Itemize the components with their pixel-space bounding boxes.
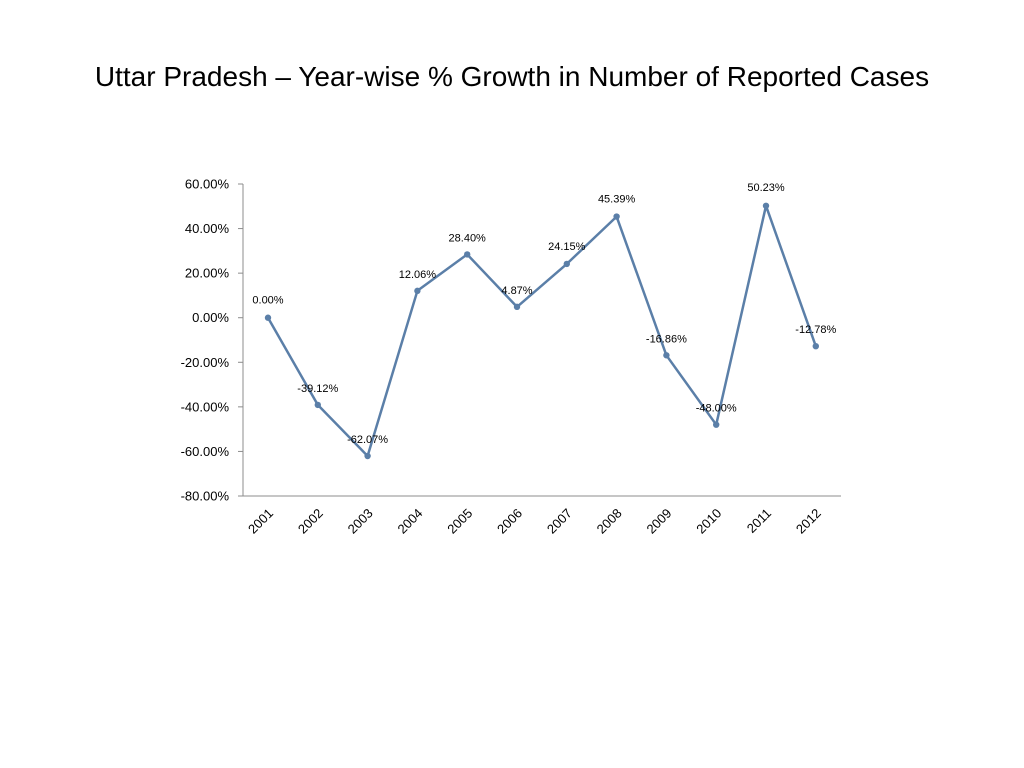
data-label: -48.00%: [696, 403, 737, 415]
data-point: [364, 452, 371, 460]
data-point: [663, 352, 670, 359]
y-tick-label: -40.00%: [181, 399, 230, 414]
y-tick-label: -60.00%: [181, 444, 230, 459]
x-tick-label: 2005: [444, 506, 475, 537]
x-tick-label: 2009: [643, 506, 674, 537]
y-tick-label: 60.00%: [185, 177, 230, 192]
data-label: -39.12%: [297, 383, 338, 395]
data-label: -16.86%: [646, 333, 687, 345]
y-tick-label: -20.00%: [181, 355, 230, 370]
data-point: [762, 202, 770, 209]
x-axis: 2001 2002 2003 2004 2005 2006 2007 2008 2009 2010…: [243, 495, 841, 537]
data-label: 4.87%: [501, 285, 532, 297]
x-tick-label: 2001: [245, 506, 276, 537]
growth-series: [264, 202, 819, 460]
data-point: [264, 314, 272, 321]
y-tick-label: 20.00%: [185, 266, 230, 281]
x-tick-label: 2010: [693, 506, 724, 537]
data-point: [812, 342, 819, 350]
data-point: [464, 251, 471, 258]
data-label: -62.07%: [347, 434, 388, 446]
data-label: -12.78%: [795, 324, 836, 336]
x-tick-label: 2008: [594, 506, 625, 537]
data-label: 28.40%: [449, 232, 487, 244]
data-point: [314, 401, 321, 409]
data-label: 24.15%: [548, 241, 586, 253]
data-label: 12.06%: [399, 269, 437, 281]
x-tick-label: 2003: [345, 506, 376, 537]
x-tick-label: 2012: [793, 506, 824, 537]
data-label: 45.39%: [598, 194, 636, 206]
data-label: 0.00%: [252, 295, 283, 307]
slide-title: Uttar Pradesh – Year-wise % Growth in Nu…: [94, 61, 930, 92]
data-point: [414, 287, 421, 295]
y-axis: 60.00% 40.00% 20.00% 0.00% -20.00% -40.00% -60…: [181, 177, 244, 504]
x-tick-label: 2002: [295, 506, 326, 537]
data-point: [713, 421, 720, 428]
series-line: [266, 204, 817, 458]
x-tick-label: 2006: [494, 506, 525, 537]
x-tick-label: 2004: [394, 506, 425, 537]
x-tick-label: 2007: [544, 506, 575, 537]
x-tick-label: 2011: [744, 506, 774, 536]
data-point: [563, 260, 570, 268]
y-tick-label: 0.00%: [192, 310, 229, 325]
y-tick-label: -80.00%: [181, 489, 230, 504]
data-point: [613, 213, 620, 220]
data-labels: 0.00% -39.12% -62.07% 12.06% 28.40% 4.87% 24.1…: [252, 182, 836, 446]
data-point: [513, 303, 521, 311]
y-tick-label: 40.00%: [185, 221, 230, 236]
data-label: 50.23%: [747, 182, 785, 194]
